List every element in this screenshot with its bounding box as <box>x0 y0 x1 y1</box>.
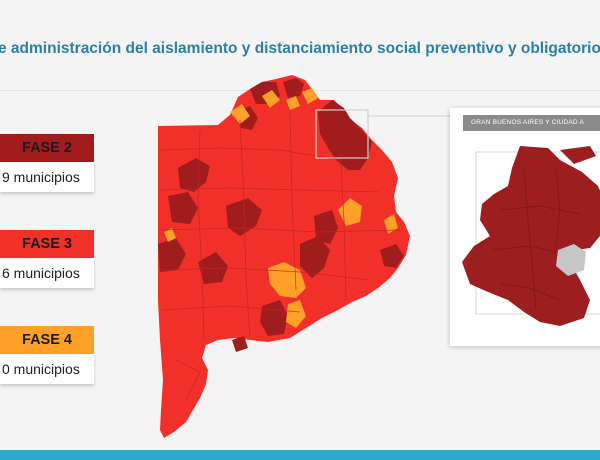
district-fase-2 <box>158 238 186 272</box>
legend-fase-4-label: FASE 4 <box>0 326 94 354</box>
district-fase-4 <box>230 104 250 124</box>
inset-borders <box>491 169 581 311</box>
fase-2-districts <box>158 78 404 352</box>
district-fase-4 <box>262 90 280 108</box>
district-fase-2 <box>380 244 404 268</box>
district-fase-2 <box>168 192 198 224</box>
district-fase-4 <box>286 96 300 110</box>
district-fase-4 <box>286 300 306 328</box>
district-fase-4 <box>302 88 318 104</box>
district-fase-4 <box>164 228 176 242</box>
district-fase-2 <box>318 100 372 170</box>
legend-fase-3-count: 6 municipios <box>0 258 94 288</box>
district-fase-2 <box>178 158 210 192</box>
district-fase-2 <box>226 198 262 236</box>
bottom-accent-bar <box>0 450 600 460</box>
district-fase-4 <box>384 214 398 234</box>
district-fase-2 <box>300 236 330 278</box>
legend-fase-4: FASE 4 0 municipios <box>0 326 94 384</box>
district-fase-2 <box>198 252 228 284</box>
district-fase-2 <box>314 210 338 244</box>
legend-fase-3-label: FASE 3 <box>0 230 94 258</box>
gba-region <box>462 146 600 326</box>
legend-fase-4-count: 0 municipios <box>0 354 94 384</box>
legend-fase-3: FASE 3 6 municipios <box>0 230 94 288</box>
gba-region <box>560 146 596 164</box>
district-fase-2 <box>232 336 248 352</box>
legend-fase-2: FASE 2 9 municipios <box>0 134 94 192</box>
district-borders <box>159 109 401 401</box>
district-fase-2 <box>283 78 304 98</box>
inset-title: GRAN BUENOS AIRES Y CIUDAD A <box>463 115 600 131</box>
caba-city <box>556 244 586 276</box>
legend-fase-2-label: FASE 2 <box>0 134 94 162</box>
legend-fase-2-count: 9 municipios <box>0 162 94 192</box>
gba-selection-box <box>315 109 369 159</box>
page-title: e administración del aislamiento y dista… <box>0 40 600 57</box>
